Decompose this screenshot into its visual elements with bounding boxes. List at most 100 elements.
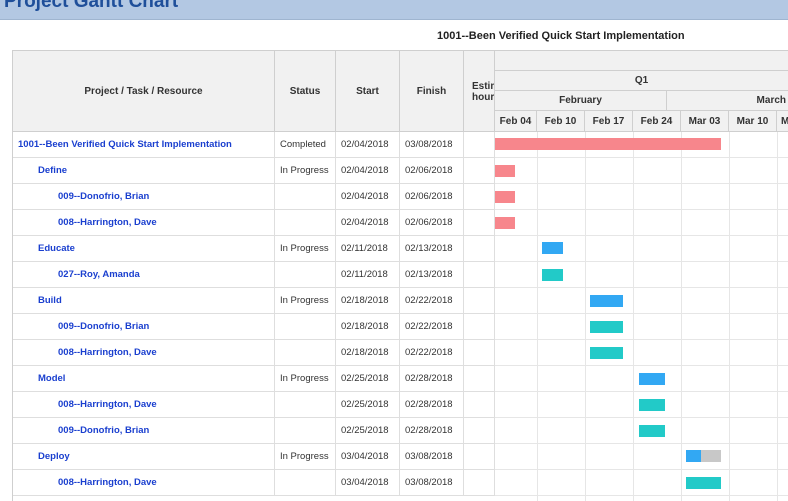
timeline-gridline: [537, 132, 538, 501]
gantt-bar-task-remaining[interactable]: [701, 450, 721, 462]
row-estimate: [464, 444, 495, 470]
row-status: [275, 340, 336, 366]
row-estimate: [464, 158, 495, 184]
row-finish: 02/22/2018: [400, 314, 464, 340]
gantt-bar-resource[interactable]: [495, 217, 515, 229]
row-divider: [495, 261, 788, 262]
gantt-bar-resource[interactable]: [495, 191, 515, 203]
row-divider: [495, 365, 788, 366]
week-header: Mar 03: [681, 111, 729, 132]
row-start: 02/11/2018: [336, 262, 400, 288]
row-divider: [495, 235, 788, 236]
resource-row-name[interactable]: 008--Harrington, Dave: [13, 470, 275, 496]
row-start: 02/04/2018: [336, 184, 400, 210]
row-status: Completed: [275, 132, 336, 158]
row-start: 02/18/2018: [336, 314, 400, 340]
week-header: Feb 10: [537, 111, 585, 132]
gantt-bar-task[interactable]: [686, 450, 701, 462]
gantt-bar-resource[interactable]: [590, 347, 623, 359]
timeline-gridline: [681, 132, 682, 501]
row-divider: [495, 209, 788, 210]
column-header-estimate[interactable]: Estimated hours: [464, 51, 495, 132]
row-estimate: [464, 470, 495, 496]
row-divider: [495, 287, 788, 288]
row-finish: 03/08/2018: [400, 470, 464, 496]
resource-row-name[interactable]: 009--Donofrio, Brian: [13, 184, 275, 210]
row-finish: 02/13/2018: [400, 262, 464, 288]
week-header: Mar: [777, 111, 788, 132]
row-status: [275, 314, 336, 340]
quarter-header: Q1: [495, 71, 788, 91]
row-divider: [495, 157, 788, 158]
gantt-bar-resource[interactable]: [542, 269, 563, 281]
gantt-bar-resource[interactable]: [639, 399, 665, 411]
row-estimate: [464, 366, 495, 392]
row-finish: 03/08/2018: [400, 132, 464, 158]
header-bar: Project Gantt Chart: [0, 0, 788, 20]
row-start: 02/04/2018: [336, 132, 400, 158]
gantt-bar-task[interactable]: [590, 295, 623, 307]
row-start: 02/25/2018: [336, 418, 400, 444]
gantt-bar-resource[interactable]: [590, 321, 623, 333]
row-start: 02/25/2018: [336, 366, 400, 392]
page-title: Project Gantt Chart: [4, 0, 179, 12]
row-divider: [495, 469, 788, 470]
column-header-task[interactable]: Project / Task / Resource: [13, 51, 275, 132]
resource-row-name[interactable]: 027--Roy, Amanda: [13, 262, 275, 288]
gantt-bar-project[interactable]: [495, 138, 721, 150]
row-start: 02/18/2018: [336, 288, 400, 314]
row-start: 02/04/2018: [336, 210, 400, 236]
gantt-bar-task[interactable]: [639, 373, 665, 385]
row-finish: 02/06/2018: [400, 184, 464, 210]
resource-row-name[interactable]: 009--Donofrio, Brian: [13, 418, 275, 444]
column-header-start[interactable]: Start: [336, 51, 400, 132]
column-header-finish[interactable]: Finish: [400, 51, 464, 132]
week-header: Feb 24: [633, 111, 681, 132]
row-status: [275, 210, 336, 236]
row-status: In Progress: [275, 288, 336, 314]
row-estimate: [464, 288, 495, 314]
resource-row-name[interactable]: 008--Harrington, Dave: [13, 340, 275, 366]
timeline-header-spacer: [495, 51, 788, 71]
row-finish: 02/22/2018: [400, 288, 464, 314]
gantt-bar-resource[interactable]: [686, 477, 721, 489]
task-row-name[interactable]: Deploy: [13, 444, 275, 470]
row-divider: [495, 443, 788, 444]
column-header-status[interactable]: Status: [275, 51, 336, 132]
task-row-name[interactable]: Define: [13, 158, 275, 184]
resource-row-name[interactable]: 009--Donofrio, Brian: [13, 314, 275, 340]
row-estimate: [464, 314, 495, 340]
row-divider: [495, 391, 788, 392]
resource-row-name[interactable]: 008--Harrington, Dave: [13, 210, 275, 236]
row-estimate: [464, 184, 495, 210]
gantt-bar-task[interactable]: [542, 242, 563, 254]
task-row-name[interactable]: Model: [13, 366, 275, 392]
month-header-march: March: [667, 91, 788, 111]
row-estimate: [464, 210, 495, 236]
gantt-bar-task[interactable]: [495, 165, 515, 177]
project-row-name[interactable]: 1001--Been Verified Quick Start Implemen…: [13, 132, 275, 158]
timeline-gridline: [585, 132, 586, 501]
task-row-name[interactable]: Build: [13, 288, 275, 314]
row-divider: [495, 417, 788, 418]
row-finish: 03/08/2018: [400, 444, 464, 470]
timeline-gridline: [729, 132, 730, 501]
row-estimate: [464, 262, 495, 288]
row-start: 03/04/2018: [336, 470, 400, 496]
resource-row-name[interactable]: 008--Harrington, Dave: [13, 392, 275, 418]
row-estimate: [464, 392, 495, 418]
row-divider: [495, 339, 788, 340]
row-finish: 02/06/2018: [400, 158, 464, 184]
gantt-bar-resource[interactable]: [639, 425, 665, 437]
project-title: 1001--Been Verified Quick Start Implemen…: [437, 30, 685, 42]
row-start: 02/11/2018: [336, 236, 400, 262]
task-row-name[interactable]: Educate: [13, 236, 275, 262]
row-start: 02/25/2018: [336, 392, 400, 418]
row-finish: 02/06/2018: [400, 210, 464, 236]
row-estimate: [464, 132, 495, 158]
row-finish: 02/28/2018: [400, 418, 464, 444]
row-status: In Progress: [275, 236, 336, 262]
row-finish: 02/28/2018: [400, 366, 464, 392]
row-status: [275, 418, 336, 444]
row-finish: 02/28/2018: [400, 392, 464, 418]
